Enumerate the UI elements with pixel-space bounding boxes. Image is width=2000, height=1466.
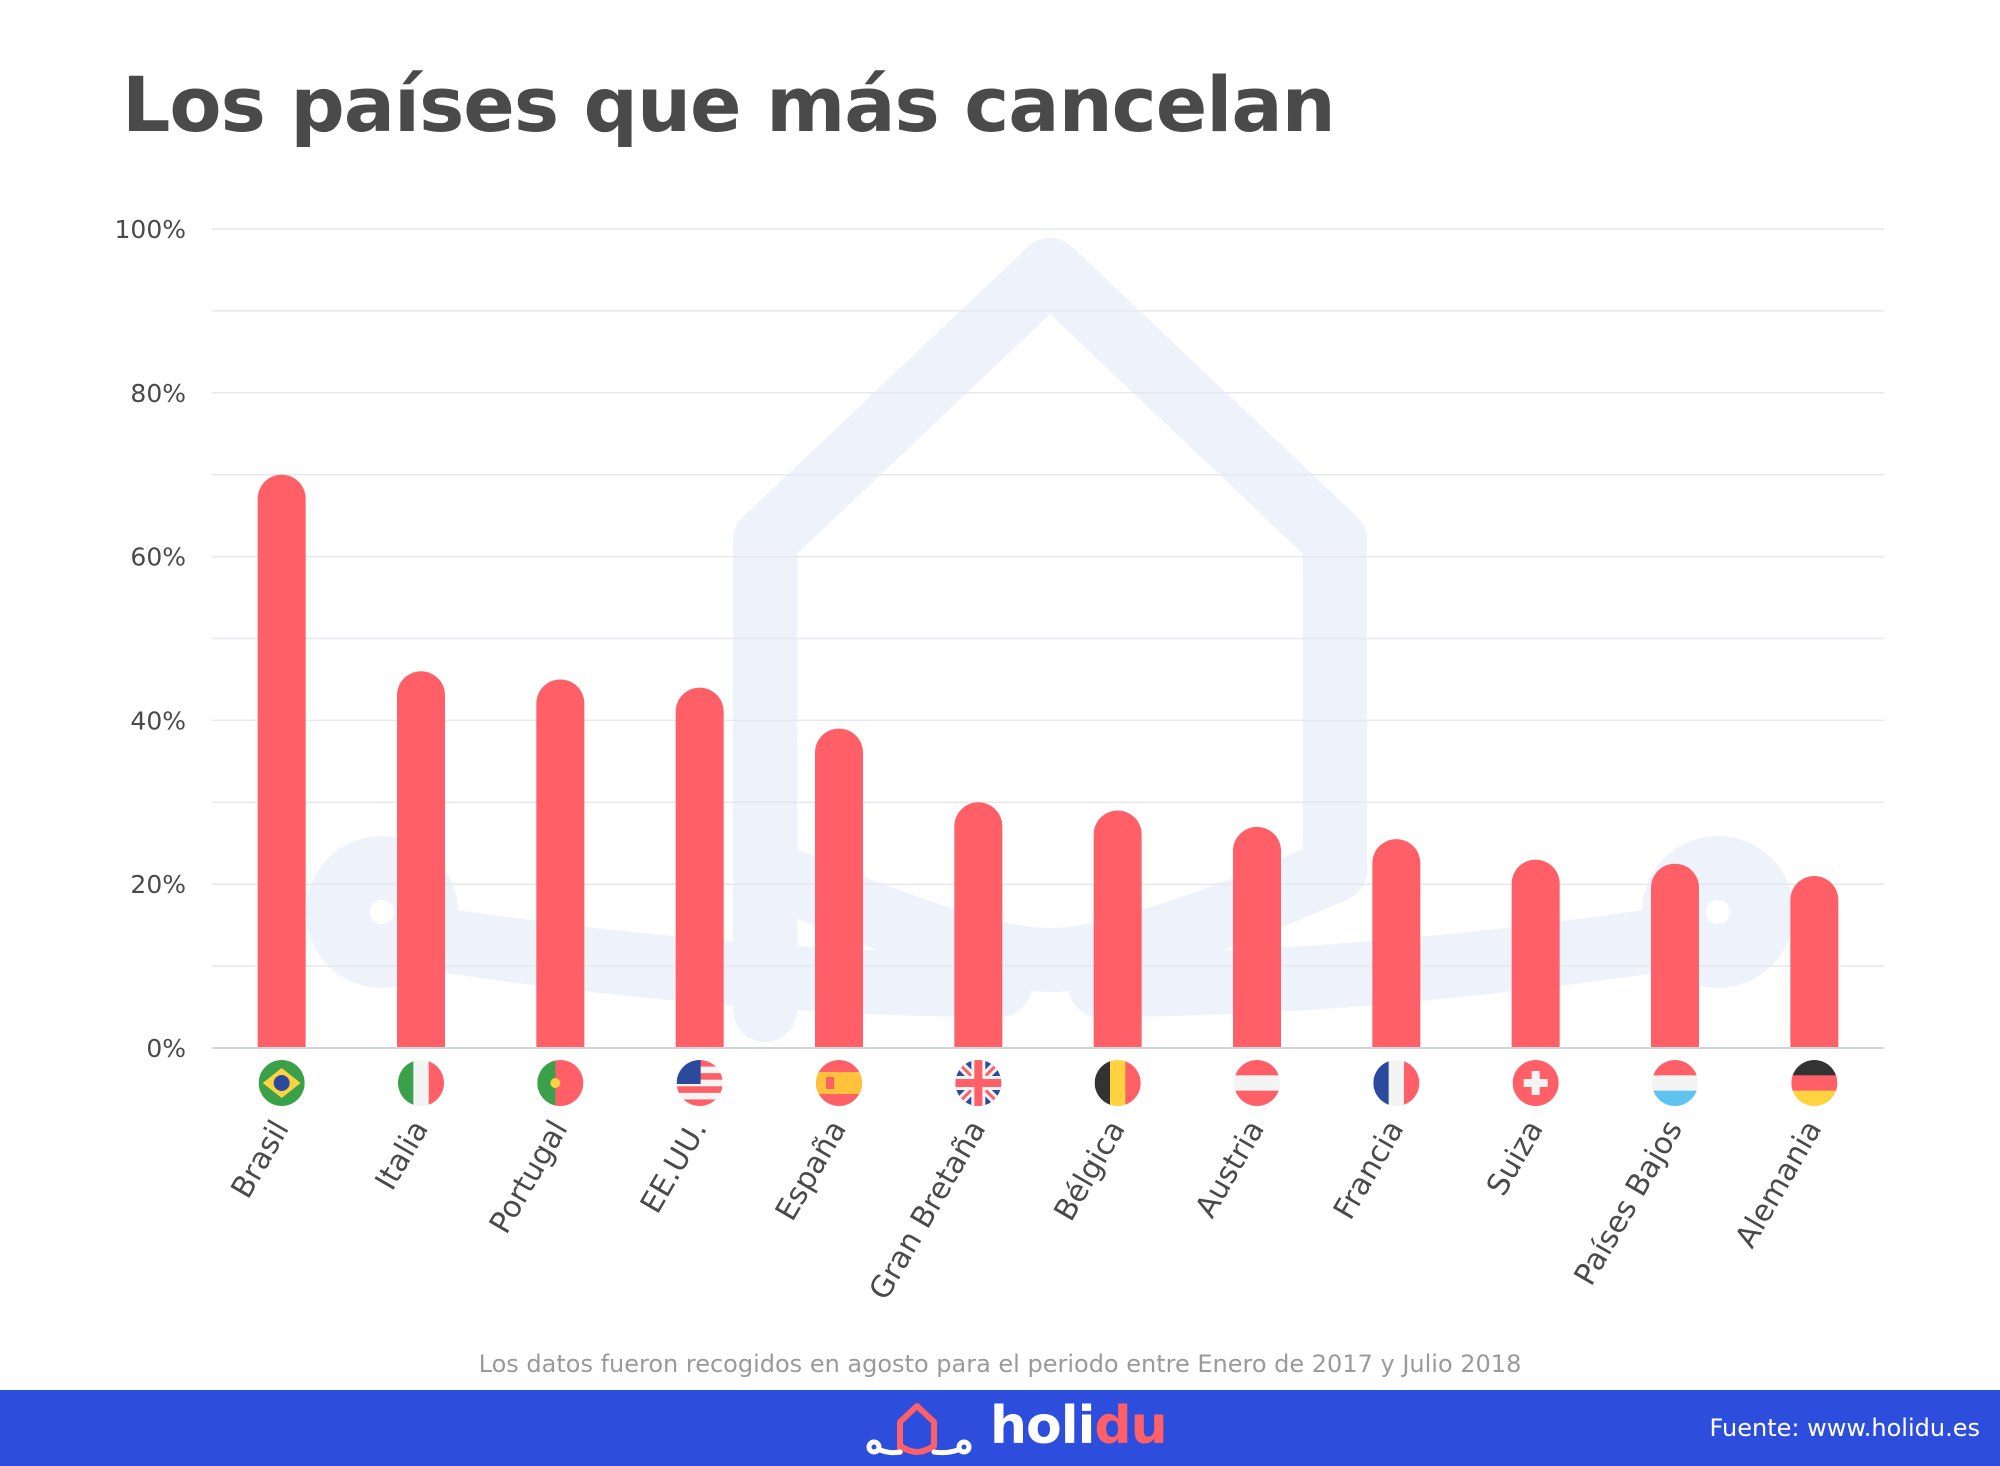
x-tick-label: Italia (369, 1115, 436, 1197)
bar (954, 802, 1003, 1048)
bar (815, 728, 863, 1048)
x-tick-label: Brasil (224, 1115, 296, 1205)
x-tick-label: Países Bajos (1568, 1115, 1690, 1292)
y-tick-label: 40% (130, 706, 186, 735)
y-tick-label: 100% (115, 215, 186, 244)
holidu-logo-icon (866, 1403, 972, 1456)
y-tick-label: 80% (130, 379, 186, 408)
y-axis-ticks: 0% 20% 40% 60% 80% 100% (115, 215, 186, 1063)
bar (1651, 863, 1699, 1048)
x-axis-labels: Brasil Italia Portugal EE.UU. España Gran Bre… (224, 1115, 1829, 1306)
bar (257, 474, 306, 1048)
bars (257, 474, 1839, 1048)
bar (536, 679, 585, 1048)
data-note: Los datos fueron recogidos en agosto par… (478, 1350, 1522, 1378)
x-tick-label: Austria (1189, 1115, 1272, 1224)
x-tick-label: Francia (1327, 1115, 1411, 1226)
chart-title: Los países que más cancelan (122, 60, 1336, 149)
bar (397, 671, 445, 1048)
italy-flag-icon (398, 1060, 444, 1106)
x-tick-label: Alemania (1729, 1115, 1830, 1254)
netherlands-flag-icon (1652, 1060, 1698, 1106)
brand-name-main: holi (990, 1396, 1095, 1456)
x-tick-label: EE.UU. (634, 1115, 715, 1220)
y-tick-label: 60% (130, 543, 186, 572)
footer-bar: holidu Fuente: www.holidu.es (0, 1390, 2000, 1466)
spain-flag-icon (816, 1060, 862, 1106)
x-tick-label: Suiza (1480, 1115, 1551, 1202)
x-tick-label: Portugal (483, 1115, 575, 1240)
y-tick-label: 0% (146, 1034, 186, 1063)
austria-flag-icon (1234, 1060, 1280, 1106)
bar (1233, 826, 1281, 1048)
bar (1372, 839, 1421, 1048)
brazil-flag-icon (258, 1060, 305, 1106)
usa-flag-icon (676, 1060, 723, 1106)
brand-name: holidu (990, 1396, 1168, 1456)
x-tick-label: España (769, 1115, 854, 1227)
x-tick-label: Gran Bretaña (863, 1115, 994, 1306)
belgium-flag-icon (1094, 1060, 1141, 1106)
grid-lines (212, 228, 1884, 967)
country-flags (258, 1060, 1838, 1106)
bar (1511, 859, 1560, 1048)
uk-flag-icon (955, 1060, 1002, 1106)
y-tick-label: 20% (130, 870, 186, 899)
france-flag-icon (1373, 1060, 1420, 1106)
bar (1790, 876, 1839, 1048)
switzerland-flag-icon (1512, 1060, 1559, 1106)
x-tick-label: Bélgica (1047, 1115, 1132, 1227)
source-text: Fuente: www.holidu.es (1709, 1414, 1980, 1442)
bar (1093, 810, 1142, 1048)
brand-name-accent: du (1094, 1396, 1167, 1456)
bar (675, 687, 724, 1048)
germany-flag-icon (1791, 1060, 1838, 1106)
bar-chart: 0% 20% 40% 60% 80% 100% Brasil Italia Portugal E… (115, 215, 1884, 1306)
portugal-flag-icon (537, 1060, 584, 1106)
